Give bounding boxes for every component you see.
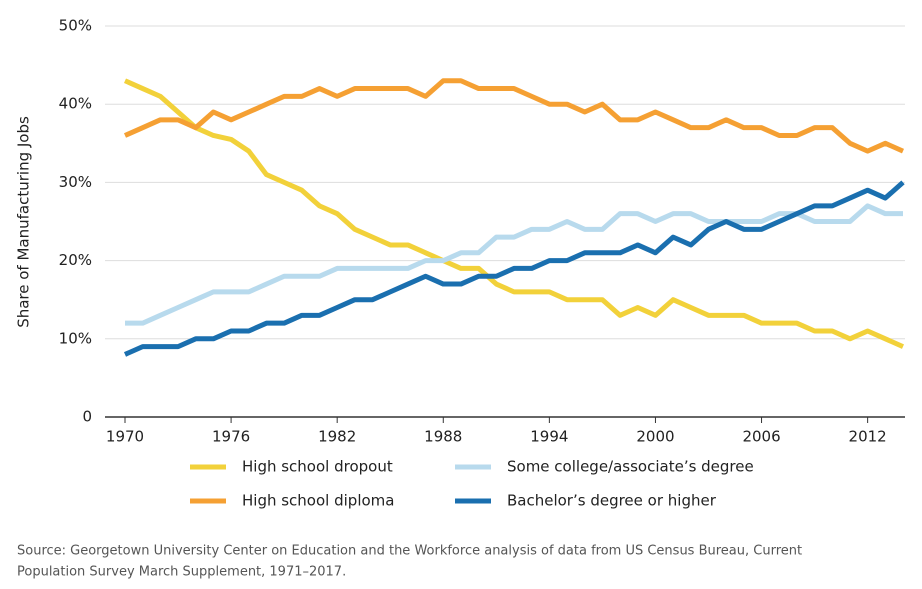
series-line bbox=[123, 78, 905, 349]
series-line bbox=[123, 78, 905, 154]
legend-label: Some college/associate’s degree bbox=[507, 458, 754, 476]
y-tick-label: 10% bbox=[59, 329, 92, 347]
y-axis-label: Share of Manufacturing Jobs bbox=[15, 116, 33, 328]
x-tick-label: 2006 bbox=[742, 428, 780, 446]
series-line bbox=[123, 180, 905, 357]
source: Source: Georgetown University Center on … bbox=[17, 544, 802, 559]
legend-label: High school dropout bbox=[242, 458, 393, 476]
x-tick-label: 1994 bbox=[530, 428, 568, 446]
legend-label: Bachelor’s degree or higher bbox=[507, 492, 717, 510]
series-line bbox=[125, 203, 903, 326]
legend-label: High school diploma bbox=[242, 492, 394, 510]
y-tick-label: 30% bbox=[59, 173, 92, 191]
y-tick-label: 20% bbox=[59, 251, 92, 269]
x-tick-label: 1988 bbox=[424, 428, 462, 446]
x-tick-label: 1970 bbox=[106, 428, 144, 446]
x-tick-label: 1982 bbox=[318, 428, 356, 446]
x-tick-label: 2012 bbox=[849, 428, 887, 446]
y-tick-label: 50% bbox=[59, 17, 92, 35]
y-tick-label: 40% bbox=[59, 95, 92, 113]
source: Population Survey March Supplement, 1971… bbox=[17, 565, 346, 580]
x-tick-label: 1976 bbox=[212, 428, 250, 446]
x-tick-label: 2000 bbox=[636, 428, 674, 446]
y-tick-label: 0 bbox=[82, 408, 92, 426]
